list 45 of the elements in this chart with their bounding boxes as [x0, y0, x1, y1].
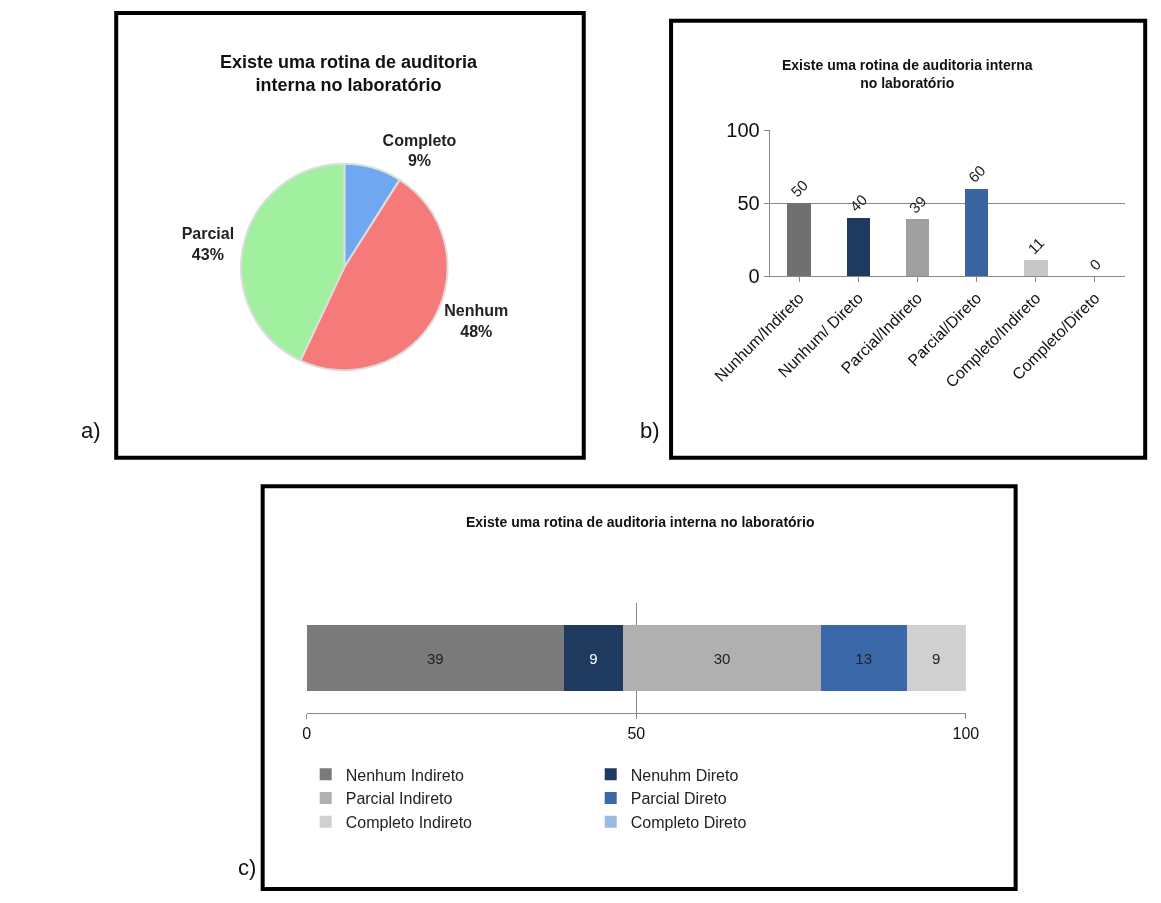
legend-label: Parcial Indireto [345, 790, 453, 808]
bar [846, 217, 871, 277]
y-tick-label: 50 [737, 192, 760, 215]
data-label: 43% [191, 245, 224, 263]
bar [306, 625, 564, 692]
bar [787, 203, 812, 277]
slice-label: Nenhum [444, 302, 509, 320]
bar [623, 625, 821, 692]
slice-label: Completo [382, 131, 457, 149]
legend-label: Completo Indireto [345, 814, 473, 832]
legend-label: Nenuhm Direto [630, 766, 739, 784]
data-label: 39 [905, 192, 930, 217]
data-label: 39 [426, 649, 444, 667]
data-label: 11 [1024, 234, 1048, 258]
legend-label: Parcial Direto [630, 790, 727, 808]
bar [1023, 260, 1048, 277]
legend-label: Nenhum Indireto [345, 766, 465, 784]
data-label: 60 [964, 161, 989, 186]
data-label: 50 [787, 176, 812, 201]
data-label: 48% [460, 323, 493, 341]
data-label: 40 [846, 191, 871, 215]
bar [820, 625, 907, 692]
x-tick-label: 100 [952, 724, 980, 742]
legend-label: Completo Direto [630, 814, 747, 832]
data-label: 0 [1085, 255, 1104, 274]
text: c) [238, 855, 257, 880]
data-label: 30 [713, 649, 731, 667]
chart-title: Existe uma rotina de auditoria interna no laboratório [782, 57, 1033, 92]
text: a) [81, 418, 101, 443]
x-tick-label: 50 [627, 724, 646, 742]
data-label: 9 [589, 649, 598, 667]
data-label: 9% [407, 152, 432, 170]
bar [964, 188, 989, 277]
y-tick-label: 100 [726, 119, 760, 142]
bar [906, 625, 966, 692]
data-label: 9 [932, 649, 941, 667]
bar [905, 219, 930, 277]
slice-label: Parcial [181, 224, 235, 242]
chart-title: Existe uma rotina de auditoria interna no laboratório [466, 514, 815, 530]
y-tick-label: 0 [748, 265, 760, 288]
bar [563, 625, 624, 692]
x-tick-label: 0 [302, 724, 312, 742]
chart-title: Existe uma rotina de auditoria interna no laboratório [220, 52, 479, 96]
text: b) [640, 418, 660, 443]
data-label: 13 [855, 649, 873, 667]
